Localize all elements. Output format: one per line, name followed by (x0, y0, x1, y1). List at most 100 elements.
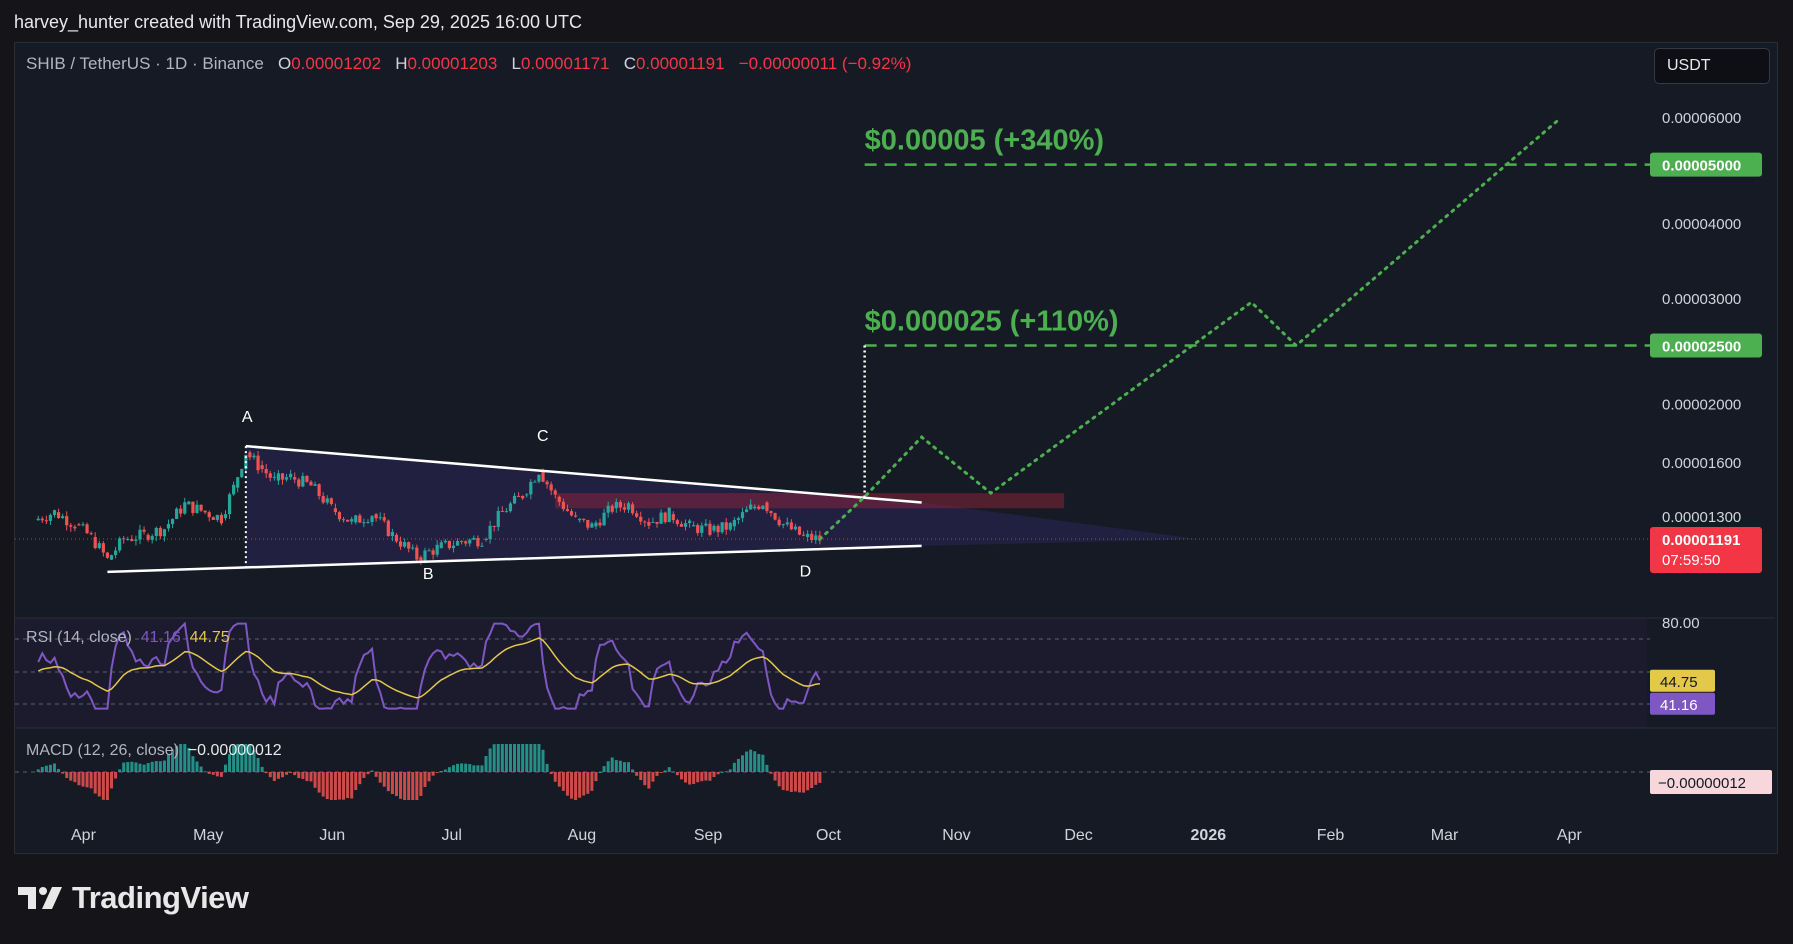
candle-body (113, 550, 118, 556)
candle-body (427, 550, 431, 552)
candle-body (537, 474, 541, 482)
macd-bar (610, 757, 614, 772)
candle-body (346, 519, 350, 522)
candle-body (215, 515, 219, 520)
candle-body (325, 498, 329, 503)
candle-body (252, 455, 256, 458)
macd-bar (236, 744, 240, 772)
macd-bar (317, 772, 321, 793)
macd-bar (655, 772, 659, 776)
candle-body (398, 541, 403, 547)
macd-bar (806, 772, 810, 791)
macd-bar (814, 772, 818, 785)
candle-body (598, 522, 602, 526)
candle-body (162, 529, 167, 537)
macd-bar (651, 772, 655, 782)
candle-body (606, 505, 610, 513)
candle-body (761, 505, 765, 509)
macd-bar (280, 772, 284, 778)
macd-bar (802, 772, 806, 793)
candle-body (386, 520, 390, 537)
candle-body (480, 545, 484, 547)
x-tick-label: Jul (441, 827, 461, 844)
candle-body (659, 512, 663, 524)
macd-bar (195, 761, 199, 772)
candle-body (256, 455, 260, 471)
candle-body (362, 522, 366, 524)
macd-value-tag (1650, 770, 1772, 794)
macd-bar (586, 772, 590, 794)
candle-body (468, 539, 472, 544)
candle-body (431, 550, 435, 555)
high-value: 0.00001203 (407, 54, 498, 73)
macd-bar (305, 772, 309, 782)
candle-body (317, 484, 321, 497)
candle-body (708, 523, 712, 535)
target-axis-tag (1650, 152, 1762, 177)
candle-body (219, 515, 224, 524)
macd-bar (749, 749, 753, 772)
macd-bar (309, 772, 313, 782)
macd-bar (724, 771, 728, 773)
candle-body (806, 533, 810, 538)
rsi-line (37, 621, 821, 710)
candle-body (720, 522, 724, 533)
macd-bar (240, 744, 244, 772)
macd-bar (451, 765, 455, 772)
candle-body (712, 525, 716, 531)
candle-body (635, 513, 639, 517)
macd-bar (260, 766, 264, 772)
macd-bar (329, 772, 333, 800)
macd-bar (44, 765, 48, 772)
macd-bar (578, 772, 582, 798)
candle-body (594, 522, 598, 527)
open-value: 0.00001202 (291, 54, 382, 73)
macd-bar (272, 772, 276, 781)
macd-bar (187, 748, 191, 772)
macd-bar (684, 772, 688, 783)
macd-bar (496, 744, 500, 772)
brand-name: TradingView (72, 880, 249, 915)
macd-bar (130, 761, 134, 772)
candle-body (630, 504, 635, 514)
macd-bar (150, 761, 154, 772)
macd-bar (69, 772, 73, 781)
target-axis-label: 0.00002500 (1662, 338, 1741, 355)
candle-body (403, 542, 407, 547)
macd-bar (533, 744, 537, 772)
candle-body (455, 541, 460, 546)
macd-bar (350, 772, 354, 799)
macd-bar (468, 764, 472, 772)
macd-bar (48, 764, 52, 772)
candle-body (65, 516, 69, 526)
macd-bar (545, 763, 549, 772)
candle-body (154, 527, 158, 537)
candle-body (81, 524, 85, 526)
candle-body (293, 477, 297, 480)
candle-body (97, 543, 101, 549)
currency-button[interactable]: USDT (1654, 48, 1770, 84)
candle-body (740, 512, 745, 519)
macd-bar (358, 772, 362, 785)
macd-bar (716, 772, 720, 775)
candle-body (411, 547, 415, 549)
candle-body (488, 525, 492, 540)
candle-body (789, 522, 793, 530)
tradingview-logo[interactable]: TradingView (16, 880, 249, 916)
candle-body (297, 479, 301, 487)
candle-body (443, 540, 447, 543)
candle-body (191, 501, 195, 513)
rsi-legend-value: 41.16 (140, 629, 181, 646)
symbol-name[interactable]: SHIB / TetherUS · 1D · Binance (26, 54, 264, 73)
macd-bar (166, 754, 170, 772)
macd-bar (199, 766, 203, 772)
macd-bar (73, 772, 77, 783)
y-tick-label: 0.00001600 (1662, 455, 1741, 472)
candle-body (122, 538, 126, 540)
tradingview-logo-icon (18, 887, 62, 909)
resistance-zone (555, 493, 1065, 509)
candle-body (232, 484, 236, 495)
candle-body (618, 502, 622, 508)
macd-bar (313, 772, 317, 788)
